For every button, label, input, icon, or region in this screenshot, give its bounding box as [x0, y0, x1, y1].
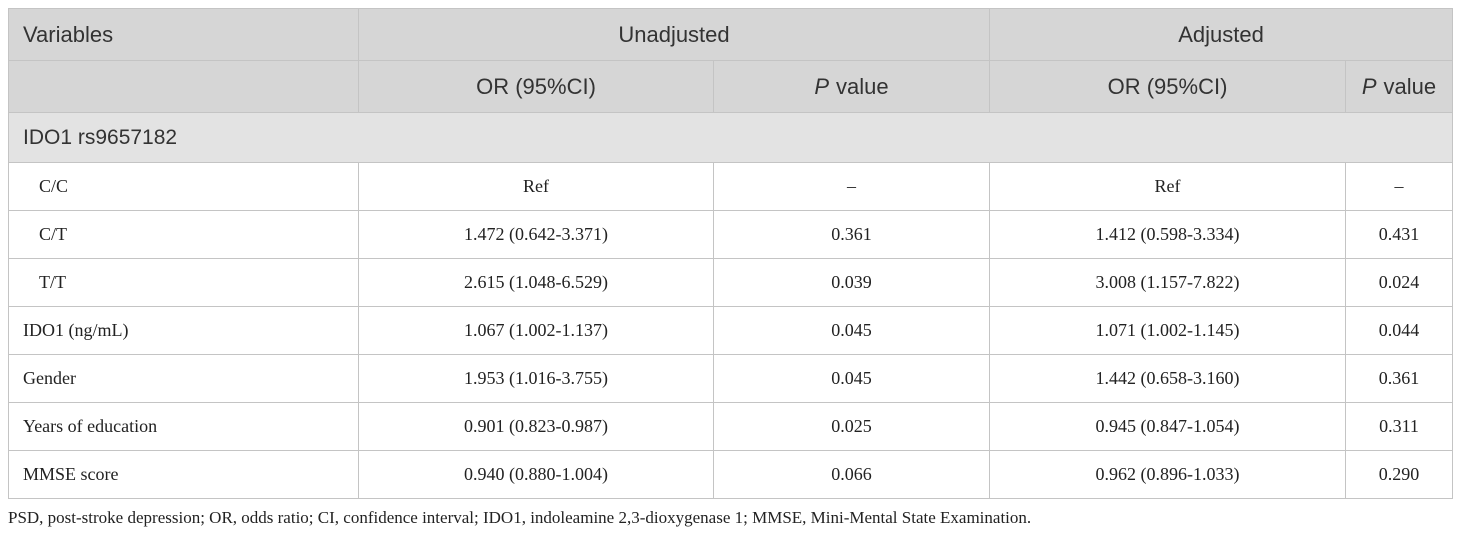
- header-cell: [8, 60, 359, 113]
- data-row: MMSE score 0.940 (0.880-1.004) 0.066 0.962 …: [8, 450, 1453, 499]
- section-label: IDO1 rs9657182: [8, 112, 1453, 163]
- value-cell: 0.361: [713, 210, 990, 259]
- value-cell: 1.071 (1.002-1.145): [989, 306, 1346, 355]
- value-cell: 1.472 (0.642-3.371): [358, 210, 714, 259]
- row-label: IDO1 (ng/mL): [8, 306, 359, 355]
- value-cell: 0.039: [713, 258, 990, 307]
- data-row: C/C Ref – Ref –: [8, 162, 1453, 211]
- value-cell: 0.361: [1345, 354, 1453, 403]
- value-cell: Ref: [989, 162, 1346, 211]
- value-cell: 0.431: [1345, 210, 1453, 259]
- header-cell: Variables: [8, 8, 359, 61]
- row-label: MMSE score: [8, 450, 359, 499]
- value-cell: 0.940 (0.880-1.004): [358, 450, 714, 499]
- value-cell: Ref: [358, 162, 714, 211]
- header-cell: OR (95%CI): [989, 60, 1346, 113]
- value-cell: 0.290: [1345, 450, 1453, 499]
- value-cell: 3.008 (1.157-7.822): [989, 258, 1346, 307]
- value-cell: 1.442 (0.658-3.160): [989, 354, 1346, 403]
- data-row: Years of education 0.901 (0.823-0.987) 0.0…: [8, 402, 1453, 451]
- data-row: T/T 2.615 (1.048-6.529) 0.039 3.008 (1.157-…: [8, 258, 1453, 307]
- row-label: T/T: [8, 258, 359, 307]
- value-cell: 0.045: [713, 306, 990, 355]
- italic-symbol: P: [1361, 73, 1377, 99]
- header-cell: Unadjusted: [358, 8, 990, 61]
- row-label: C/C: [8, 162, 359, 211]
- value-cell: 1.067 (1.002-1.137): [358, 306, 714, 355]
- section-row: IDO1 rs9657182: [8, 112, 1453, 163]
- value-cell: 0.901 (0.823-0.987): [358, 402, 714, 451]
- value-cell: 0.044: [1345, 306, 1453, 355]
- value-cell: 0.066: [713, 450, 990, 499]
- value-cell: 2.615 (1.048-6.529): [358, 258, 714, 307]
- header-cell: Adjusted: [989, 8, 1453, 61]
- data-row: IDO1 (ng/mL) 1.067 (1.002-1.137) 0.045 1.07…: [8, 306, 1453, 355]
- value-cell: 0.024: [1345, 258, 1453, 307]
- value-cell: –: [1345, 162, 1453, 211]
- footnote: PSD, post-stroke depression; OR, odds ra…: [8, 508, 1032, 527]
- value-cell: 0.311: [1345, 402, 1453, 451]
- row-label: Gender: [8, 354, 359, 403]
- value-cell: 0.962 (0.896-1.033): [989, 450, 1346, 499]
- value-cell: 0.045: [713, 354, 990, 403]
- value-cell: 0.025: [713, 402, 990, 451]
- value-cell: 0.945 (0.847-1.054): [989, 402, 1346, 451]
- data-row: Gender 1.953 (1.016-3.755) 0.045 1.442 (0.6…: [8, 354, 1453, 403]
- header-text: value: [1383, 73, 1437, 99]
- value-cell: –: [713, 162, 990, 211]
- row-label: Years of education: [8, 402, 359, 451]
- header-cell: OR (95%CI): [358, 60, 714, 113]
- header-text: value: [836, 73, 889, 99]
- header-row: Variables Unadjusted Adjusted: [8, 8, 1453, 61]
- data-row: C/T 1.472 (0.642-3.371) 0.361 1.412 (0.598-…: [8, 210, 1453, 259]
- value-cell: 1.953 (1.016-3.755): [358, 354, 714, 403]
- row-label: C/T: [8, 210, 359, 259]
- value-cell: 1.412 (0.598-3.334): [989, 210, 1346, 259]
- italic-symbol: P: [814, 73, 830, 99]
